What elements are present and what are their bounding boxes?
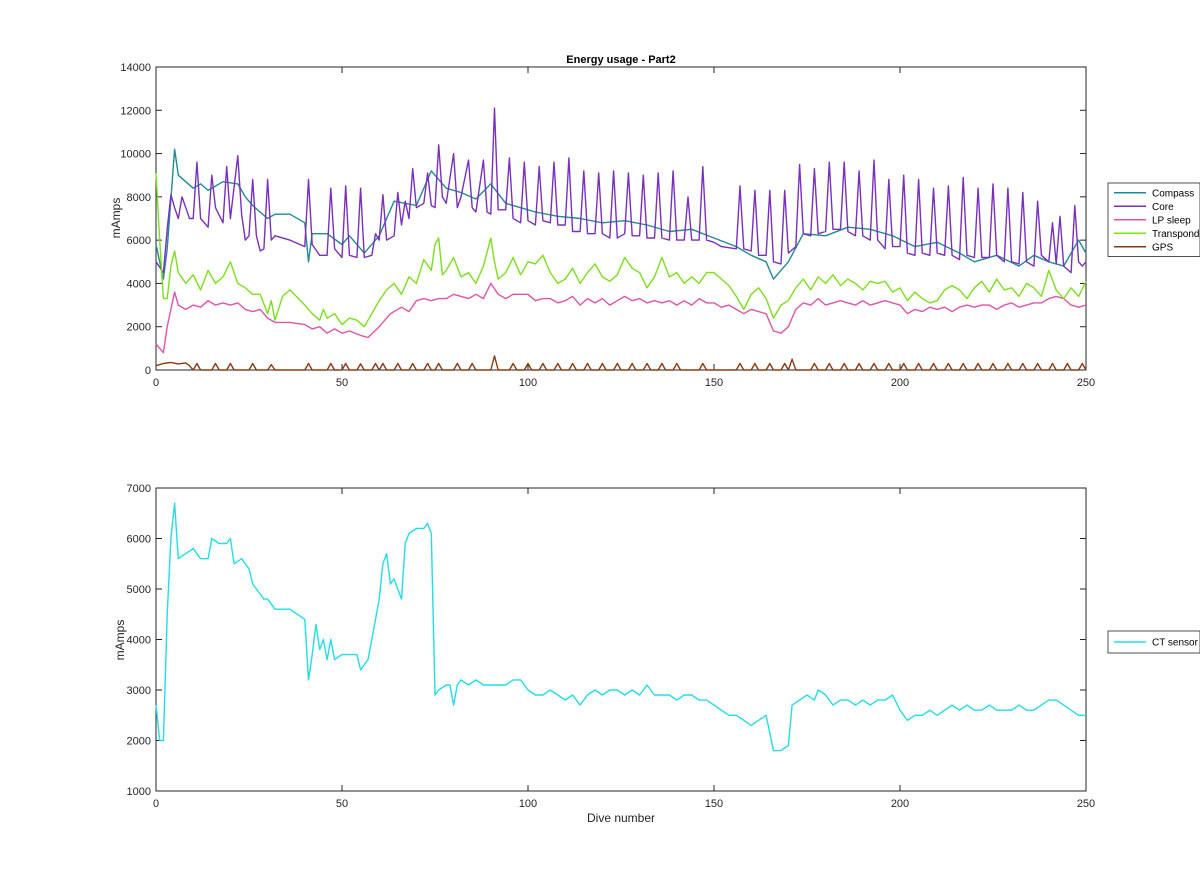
axes-ticks-bottom: 0 50 100 150 200 250 1000 2000 3000 4000 5000 6000 7…	[127, 483, 1096, 810]
series-line-core	[155, 107, 1087, 274]
y-tick-label: 2000	[127, 736, 151, 748]
y-tick-label: 0	[145, 365, 151, 377]
axes-ct-sensor: 0 50 100 150 200 250 1000 2000 3000 4000 5000 6000 7…	[113, 483, 1200, 825]
x-tick-label: 200	[891, 798, 909, 810]
y-tick-label: 3000	[127, 685, 151, 697]
y-tick-label: 6000	[127, 534, 151, 546]
x-tick-label: 0	[153, 798, 159, 810]
series-line-lp-sleep	[155, 282, 1087, 354]
legend-top: Compass Core LP sleep Transponder GPS	[1107, 182, 1200, 257]
legend-label: Core	[1152, 202, 1174, 213]
series-line-ct-sensor	[155, 502, 1086, 752]
legend-label: GPS	[1152, 242, 1173, 253]
y-tick-label: 12000	[120, 105, 151, 117]
y-tick-label: 4000	[127, 278, 151, 290]
y-axis-label-bottom: mAmps	[113, 620, 127, 661]
legend-bottom: CT sensor	[1107, 630, 1200, 654]
x-tick-label: 200	[891, 377, 909, 389]
series-line-compass	[155, 148, 1087, 280]
legend-box	[1107, 630, 1200, 654]
y-tick-label: 2000	[127, 322, 151, 334]
x-tick-label: 50	[336, 377, 348, 389]
y-tick-label: 14000	[120, 62, 151, 74]
series-line-transponder	[155, 172, 1087, 328]
y-tick-label: 4000	[127, 635, 151, 647]
x-tick-label: 250	[1077, 798, 1095, 810]
x-tick-label: 150	[705, 798, 723, 810]
y-tick-label: 8000	[127, 192, 151, 204]
y-tick-label: 1000	[127, 786, 151, 798]
plot-area-bottom	[155, 487, 1087, 792]
x-axis-label: Dive number	[587, 811, 655, 825]
y-tick-label: 10000	[120, 149, 151, 161]
x-tick-label: 100	[519, 798, 537, 810]
y-tick-label: 7000	[127, 483, 151, 495]
axes-ticks-top: 0 50 100 150 200 250 0 2000 4000 6000 8000 10000 120…	[120, 62, 1095, 389]
legend-label: CT sensor	[1152, 638, 1199, 649]
y-tick-label: 6000	[127, 235, 151, 247]
series-lines-top	[155, 107, 1087, 371]
legend-label: Transponder	[1152, 229, 1200, 240]
x-tick-label: 50	[336, 798, 348, 810]
axes-energy-usage: Energy usage - Part2 0 50 100 150 200 250 0 200…	[109, 54, 1200, 389]
y-tick-label: 5000	[127, 584, 151, 596]
series-line-gps	[155, 355, 1087, 371]
x-tick-label: 0	[153, 377, 159, 389]
y-axis-label-top: mAmps	[109, 198, 123, 239]
x-tick-label: 150	[705, 377, 723, 389]
series-lines-bottom	[155, 502, 1086, 752]
legend-label: LP sleep	[1152, 215, 1191, 226]
legend-label: Compass	[1152, 188, 1194, 199]
chart-title: Energy usage - Part2	[566, 54, 675, 66]
x-tick-label: 250	[1077, 377, 1095, 389]
x-tick-label: 100	[519, 377, 537, 389]
